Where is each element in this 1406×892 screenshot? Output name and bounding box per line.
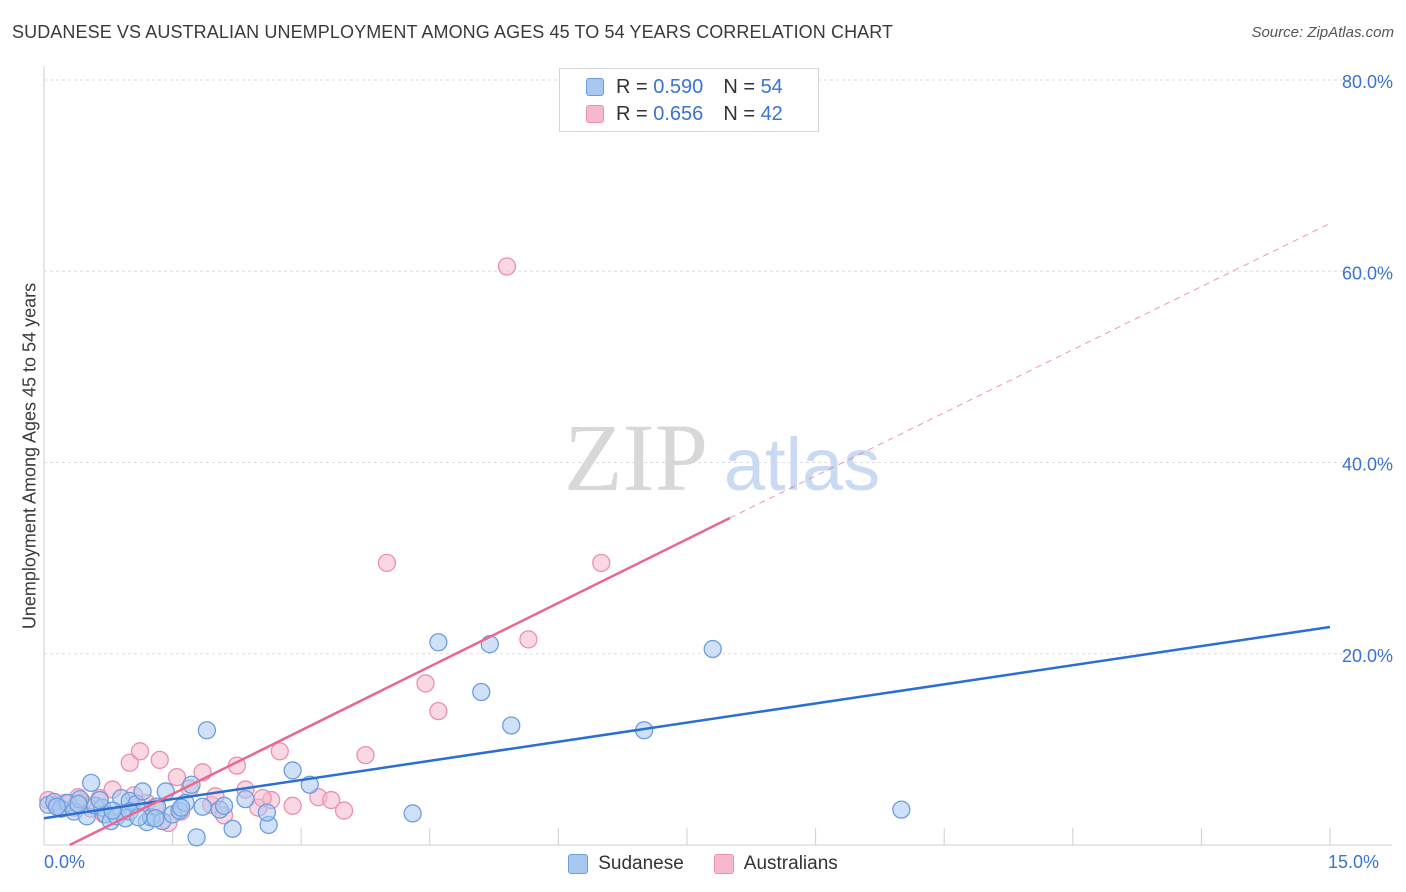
r-label: R = <box>616 102 654 125</box>
sudanese-point <box>223 819 242 838</box>
sudanese-point <box>90 790 109 810</box>
watermark-atlas: atlas <box>724 423 880 506</box>
sudanese-point <box>283 761 302 780</box>
y-tick-label: 20.0% <box>1342 646 1393 666</box>
grid-layer <box>43 66 1392 846</box>
australians-point <box>334 801 354 820</box>
sudanese-point <box>193 797 212 816</box>
y-tick-label: 80.0% <box>1342 72 1393 92</box>
series-legend: Sudanese Australians <box>0 852 1406 876</box>
trendlines <box>43 222 1331 847</box>
x-tick-min: 0.0% <box>44 852 86 872</box>
sudanese-point <box>403 804 422 823</box>
y-axis-label: Unemployment Among Ages 45 to 54 years <box>19 282 40 630</box>
australians-point <box>283 796 302 815</box>
sudanese-point <box>82 773 101 792</box>
legend-item-sudanese[interactable]: Sudanese <box>568 853 684 875</box>
australians-point <box>519 630 538 649</box>
sudanese-legend-swatch <box>568 854 589 874</box>
australians-trendline-extension <box>729 222 1331 519</box>
australians-n-value: 42 <box>760 102 783 125</box>
australians-trendline <box>69 516 731 847</box>
n-label: N = <box>723 102 761 125</box>
source-label: Source: ZipAtlas.com <box>1251 24 1394 41</box>
sudanese-r-value: 0.590 <box>653 75 704 98</box>
australians-legend-swatch <box>713 854 734 874</box>
australians-point <box>377 553 397 573</box>
watermark-zip: ZIP <box>564 404 708 511</box>
sudanese-point <box>103 801 122 820</box>
australians-r-value: 0.656 <box>653 102 704 125</box>
watermark: ZIP atlas <box>564 404 880 511</box>
sudanese-point <box>146 809 165 828</box>
sudanese-point <box>429 633 448 652</box>
australians-point <box>356 745 375 765</box>
australians-point <box>416 674 435 693</box>
y-tick-label: 60.0% <box>1342 263 1393 283</box>
sudanese-trendline <box>43 625 1331 820</box>
sudanese-point <box>472 682 491 702</box>
australians-point <box>167 767 187 787</box>
r-label: R = <box>616 75 654 98</box>
sudanese-swatch <box>586 78 604 96</box>
sudanese-point <box>892 800 911 819</box>
stats-legend: R = 0.590 N = 54 R = 0.656 N = 42 <box>559 68 819 132</box>
sudanese-n-value: 54 <box>760 75 783 98</box>
australians-point <box>429 701 448 721</box>
legend-row-australians: R = 0.656 N = 42 <box>586 102 783 126</box>
y-tick-label: 40.0% <box>1342 455 1393 475</box>
sudanese-point <box>47 797 67 816</box>
sudanese-point <box>197 721 217 740</box>
sudanese-point <box>236 789 255 809</box>
australians-point <box>322 790 341 810</box>
australians-points <box>39 257 611 833</box>
australians-point <box>592 553 611 573</box>
sudanese-point <box>187 828 206 847</box>
sudanese-point <box>214 796 234 815</box>
australians-point <box>130 742 150 761</box>
australians-legend-label: Australians <box>743 853 838 874</box>
australians-point <box>497 257 517 276</box>
n-label: N = <box>723 75 761 98</box>
sudanese-point <box>172 798 191 817</box>
australians-swatch <box>586 105 604 123</box>
x-tick-max: 15.0% <box>1328 852 1380 872</box>
australians-point <box>150 750 169 770</box>
sudanese-point <box>133 782 152 801</box>
legend-item-australians[interactable]: Australians <box>713 853 838 875</box>
sudanese-points <box>39 633 911 847</box>
sudanese-point <box>502 716 521 735</box>
sudanese-point <box>69 794 88 814</box>
sudanese-point <box>257 803 277 822</box>
legend-row-sudanese: R = 0.590 N = 54 <box>586 75 783 99</box>
sudanese-point <box>703 639 722 659</box>
australians-point <box>120 753 139 772</box>
australians-point <box>270 742 289 761</box>
chart-title: SUDANESE VS AUSTRALIAN UNEMPLOYMENT AMON… <box>12 22 894 42</box>
y-tick-labels: 20.0% 40.0% 60.0% 80.0% <box>1342 72 1393 666</box>
sudanese-legend-label: Sudanese <box>598 853 684 874</box>
